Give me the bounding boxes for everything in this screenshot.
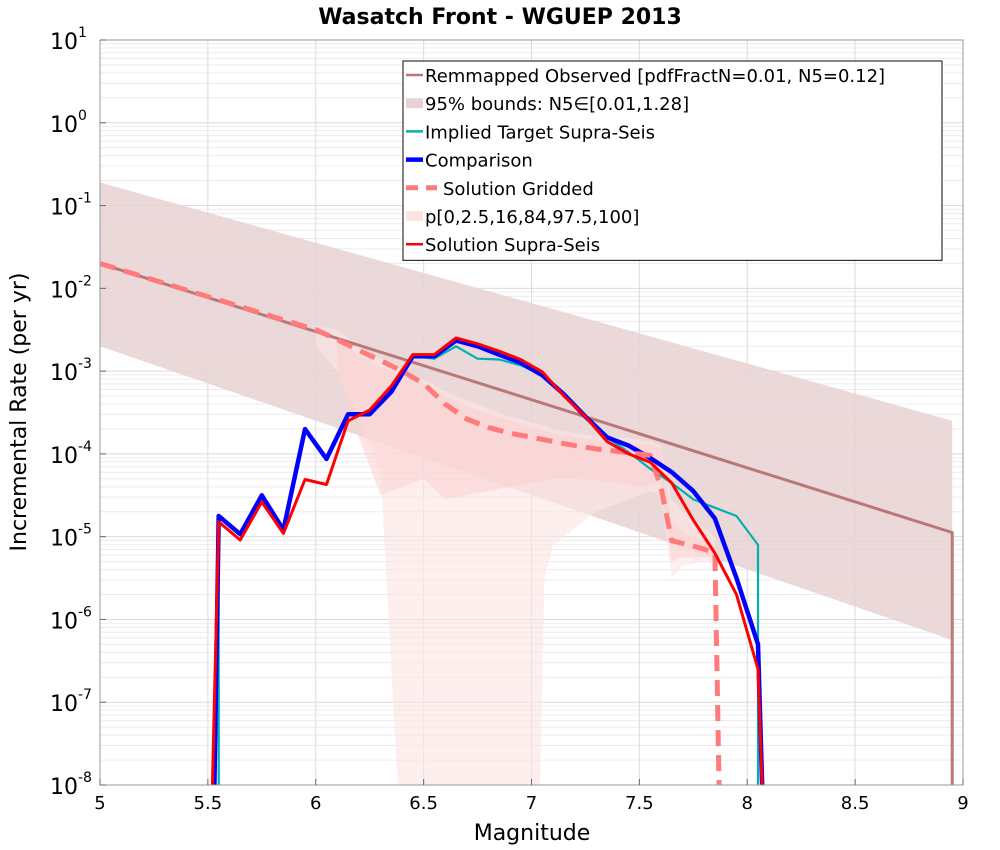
legend-label: Remmapped Observed [pdfFractN=0.01, N5=0…	[425, 66, 885, 87]
y-tick-label: 10-2	[50, 273, 92, 303]
x-axis-label: Magnitude	[474, 821, 591, 846]
chart-title: Wasatch Front - WGUEP 2013	[318, 5, 682, 30]
legend: Remmapped Observed [pdfFractN=0.01, N5=0…	[402, 60, 943, 261]
legend-entry-solution-gridded: Solution Gridded	[406, 179, 594, 200]
y-axis-label: Incremental Rate (per yr)	[7, 273, 32, 552]
y-tick-label: 10-8	[50, 770, 92, 800]
y-tick-label: 100	[50, 108, 87, 138]
series-remmapped-observed-pdffractn-0-01-n5-0-12	[100, 262, 954, 785]
legend-label: Comparison	[425, 151, 533, 172]
x-tick-label: 7	[526, 793, 537, 814]
y-axis-ticks: 10-8 10-7 10-6 10-5 10-4 10-3 10-2 10-1 100 101	[50, 25, 106, 800]
legend-swatch	[406, 211, 423, 221]
series-solution-gridded	[100, 261, 722, 785]
x-tick-label: 6.5	[409, 793, 438, 814]
series-solution-supra-seis	[210, 336, 764, 785]
x-tick-label: 8	[742, 793, 753, 814]
x-tick-label: 5.5	[194, 793, 223, 814]
legend-box	[402, 60, 943, 261]
legend-label: Implied Target Supra-Seis	[425, 122, 655, 143]
y-tick-label: 10-6	[50, 604, 92, 634]
x-tick-label: 8.5	[841, 793, 870, 814]
legend-label: Solution Supra-Seis	[425, 235, 600, 256]
legend-entry-comparison: Comparison	[406, 151, 533, 172]
legend-entry-95-bounds-n5-0-01-1-28: 95% bounds: N5∈[0.01,1.28]	[406, 94, 689, 115]
band-95-bounds	[100, 182, 953, 641]
y-tick-label: 10-5	[50, 522, 92, 552]
legend-entry-solution-supra-seis: Solution Supra-Seis	[406, 235, 600, 256]
y-tick-label: 101	[50, 25, 87, 55]
data-series	[100, 261, 954, 785]
legend-label: 95% bounds: N5∈[0.01,1.28]	[425, 94, 689, 115]
x-axis-ticks: 5 5.5 6 6.5 7 7.5 8 8.5 9	[94, 779, 969, 814]
x-tick-label: 9	[957, 793, 968, 814]
legend-entry-implied-target-supra-seis: Implied Target Supra-Seis	[406, 122, 655, 143]
x-tick-label: 7.5	[625, 793, 654, 814]
legend-entry-p-0-2-5-16-84-97-5-100: p[0,2.5,16,84,97.5,100]	[406, 207, 639, 228]
y-tick-label: 10-1	[50, 191, 92, 221]
legend-entry-remmapped-observed-pdffractn-0-01-n5-0-1: Remmapped Observed [pdfFractN=0.01, N5=0…	[406, 66, 885, 87]
legend-label: Solution Gridded	[443, 179, 594, 200]
x-tick-label: 6	[310, 793, 321, 814]
y-tick-label: 10-4	[50, 439, 92, 469]
legend-label: p[0,2.5,16,84,97.5,100]	[425, 207, 639, 228]
y-tick-label: 10-7	[50, 687, 92, 717]
legend-swatch	[406, 98, 423, 109]
y-tick-label: 10-3	[50, 356, 92, 386]
x-tick-label: 5	[94, 793, 105, 814]
series-comparison	[212, 338, 765, 785]
